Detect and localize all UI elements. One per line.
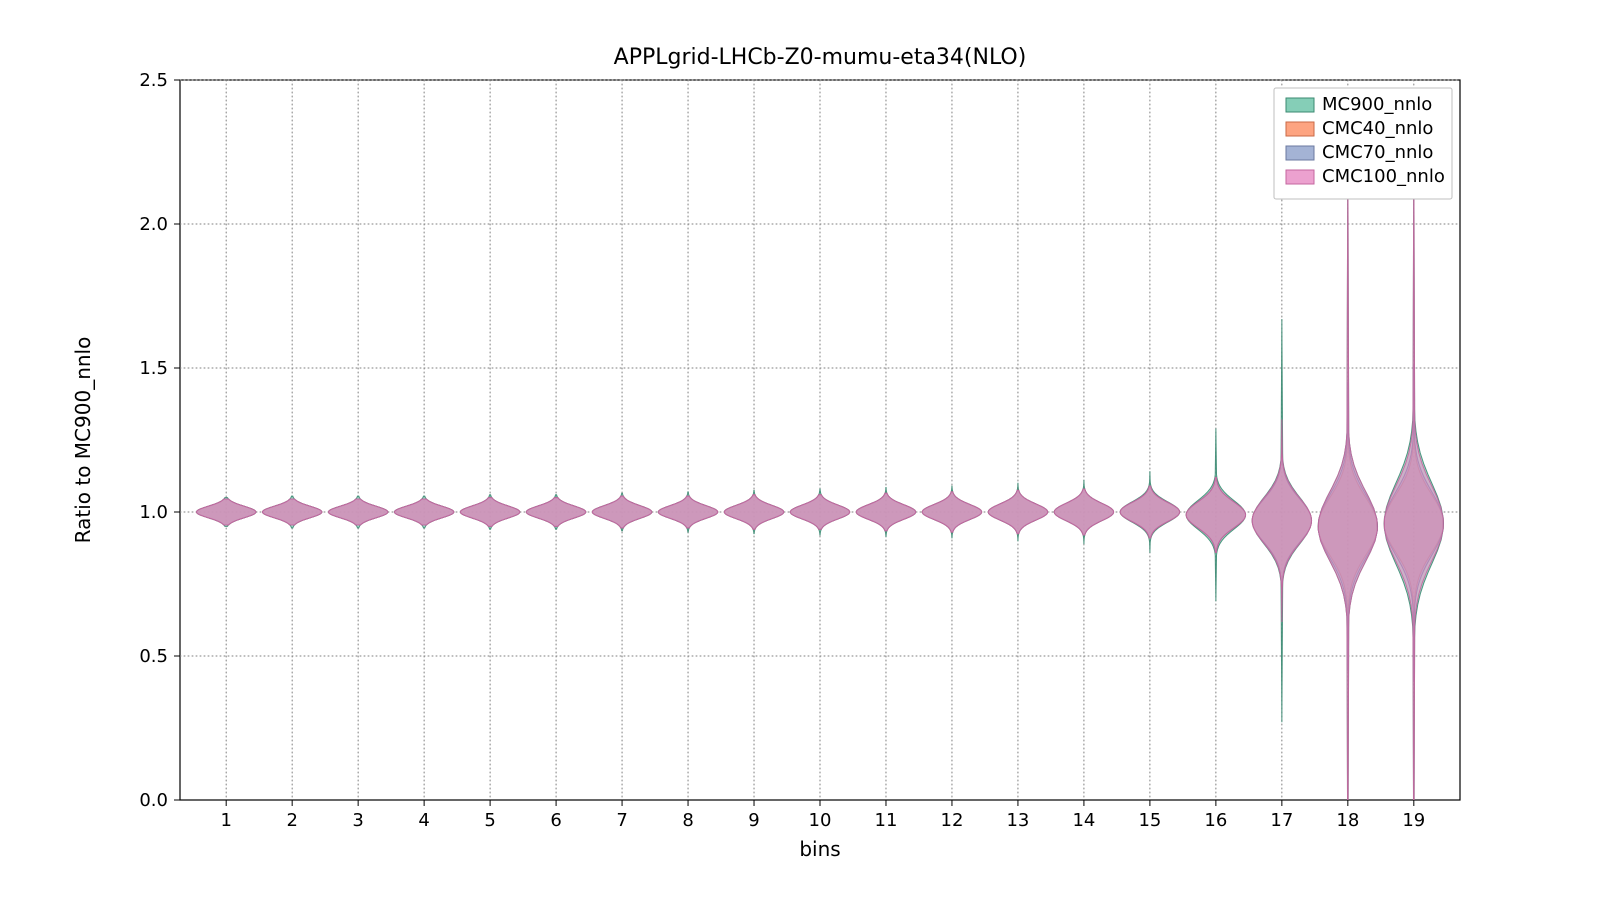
ytick-label: 1.5 bbox=[139, 358, 168, 379]
legend-swatch-CMC40_nnlo bbox=[1286, 122, 1314, 136]
xtick-label: 19 bbox=[1402, 810, 1425, 831]
chart-container: 0.00.51.01.52.02.51234567891011121314151… bbox=[0, 0, 1600, 900]
legend-label-CMC40_nnlo: CMC40_nnlo bbox=[1322, 118, 1433, 139]
ytick-label: 0.5 bbox=[139, 646, 168, 667]
legend-label-CMC100_nnlo: CMC100_nnlo bbox=[1322, 166, 1445, 187]
xtick-label: 4 bbox=[418, 810, 429, 831]
x-axis-label: bins bbox=[799, 837, 840, 861]
xtick-label: 13 bbox=[1006, 810, 1029, 831]
ytick-label: 0.0 bbox=[139, 790, 168, 811]
legend-swatch-MC900_nnlo bbox=[1286, 98, 1314, 112]
ytick-label: 2.0 bbox=[139, 214, 168, 235]
xtick-label: 18 bbox=[1336, 810, 1359, 831]
legend-label-CMC70_nnlo: CMC70_nnlo bbox=[1322, 142, 1433, 163]
xtick-label: 8 bbox=[682, 810, 693, 831]
xtick-label: 17 bbox=[1270, 810, 1293, 831]
xtick-label: 7 bbox=[616, 810, 627, 831]
legend-swatch-CMC100_nnlo bbox=[1286, 170, 1314, 184]
legend-layer: MC900_nnlo CMC40_nnlo CMC70_nnlo CMC100_nnl… bbox=[1274, 88, 1452, 199]
ytick-label: 1.0 bbox=[139, 502, 168, 523]
xtick-label: 5 bbox=[484, 810, 495, 831]
xtick-label: 6 bbox=[550, 810, 561, 831]
xtick-label: 15 bbox=[1138, 810, 1161, 831]
y-axis-label: Ratio to MC900_nnlo bbox=[71, 337, 95, 544]
xtick-label: 9 bbox=[748, 810, 759, 831]
xtick-label: 3 bbox=[352, 810, 363, 831]
xtick-label: 1 bbox=[220, 810, 231, 831]
xtick-label: 2 bbox=[286, 810, 297, 831]
legend-label-MC900_nnlo: MC900_nnlo bbox=[1322, 94, 1432, 115]
legend-swatch-CMC70_nnlo bbox=[1286, 146, 1314, 160]
violin-chart: 0.00.51.01.52.02.51234567891011121314151… bbox=[0, 0, 1600, 900]
xtick-label: 16 bbox=[1204, 810, 1227, 831]
ytick-label: 2.5 bbox=[139, 70, 168, 91]
xtick-label: 10 bbox=[809, 810, 832, 831]
chart-title: APPLgrid-LHCb-Z0-mumu-eta34(NLO) bbox=[614, 45, 1027, 70]
xtick-label: 12 bbox=[941, 810, 964, 831]
xtick-label: 11 bbox=[875, 810, 898, 831]
xtick-label: 14 bbox=[1072, 810, 1095, 831]
